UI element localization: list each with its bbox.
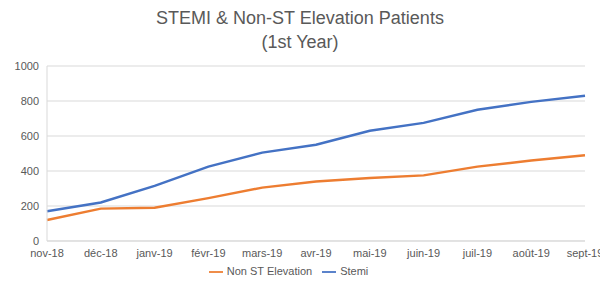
- svg-text:avr-19: avr-19: [300, 247, 331, 259]
- svg-text:juil-19: juil-19: [462, 247, 492, 259]
- svg-text:mars-19: mars-19: [242, 247, 282, 259]
- svg-text:0: 0: [33, 235, 39, 247]
- html-text:Non ST Elevation: Non ST Elevation: [226, 265, 313, 277]
- svg-text:févr-19: févr-19: [191, 247, 225, 259]
- svg-text:août-19: août-19: [513, 247, 550, 259]
- svg-text:1000: 1000: [15, 60, 39, 72]
- html-text:Stemi: Stemi: [340, 265, 369, 277]
- svg-text:nov-18: nov-18: [30, 247, 64, 259]
- svg-text:200: 200: [21, 200, 39, 212]
- svg-text:600: 600: [21, 130, 39, 142]
- svg-text:janv-19: janv-19: [136, 247, 173, 259]
- svg-text:juin-19: juin-19: [406, 247, 440, 259]
- svg-text:400: 400: [21, 165, 39, 177]
- html-text:(1st Year): (1st Year): [261, 32, 339, 52]
- html-text:STEMI & Non-ST Elevation Patie: STEMI & Non-ST Elevation Patients: [156, 8, 444, 28]
- svg-text:800: 800: [21, 95, 39, 107]
- svg-text:déc-18: déc-18: [84, 247, 118, 259]
- svg-text:sept-19: sept-19: [567, 247, 592, 259]
- svg-text:mai-19: mai-19: [353, 247, 387, 259]
